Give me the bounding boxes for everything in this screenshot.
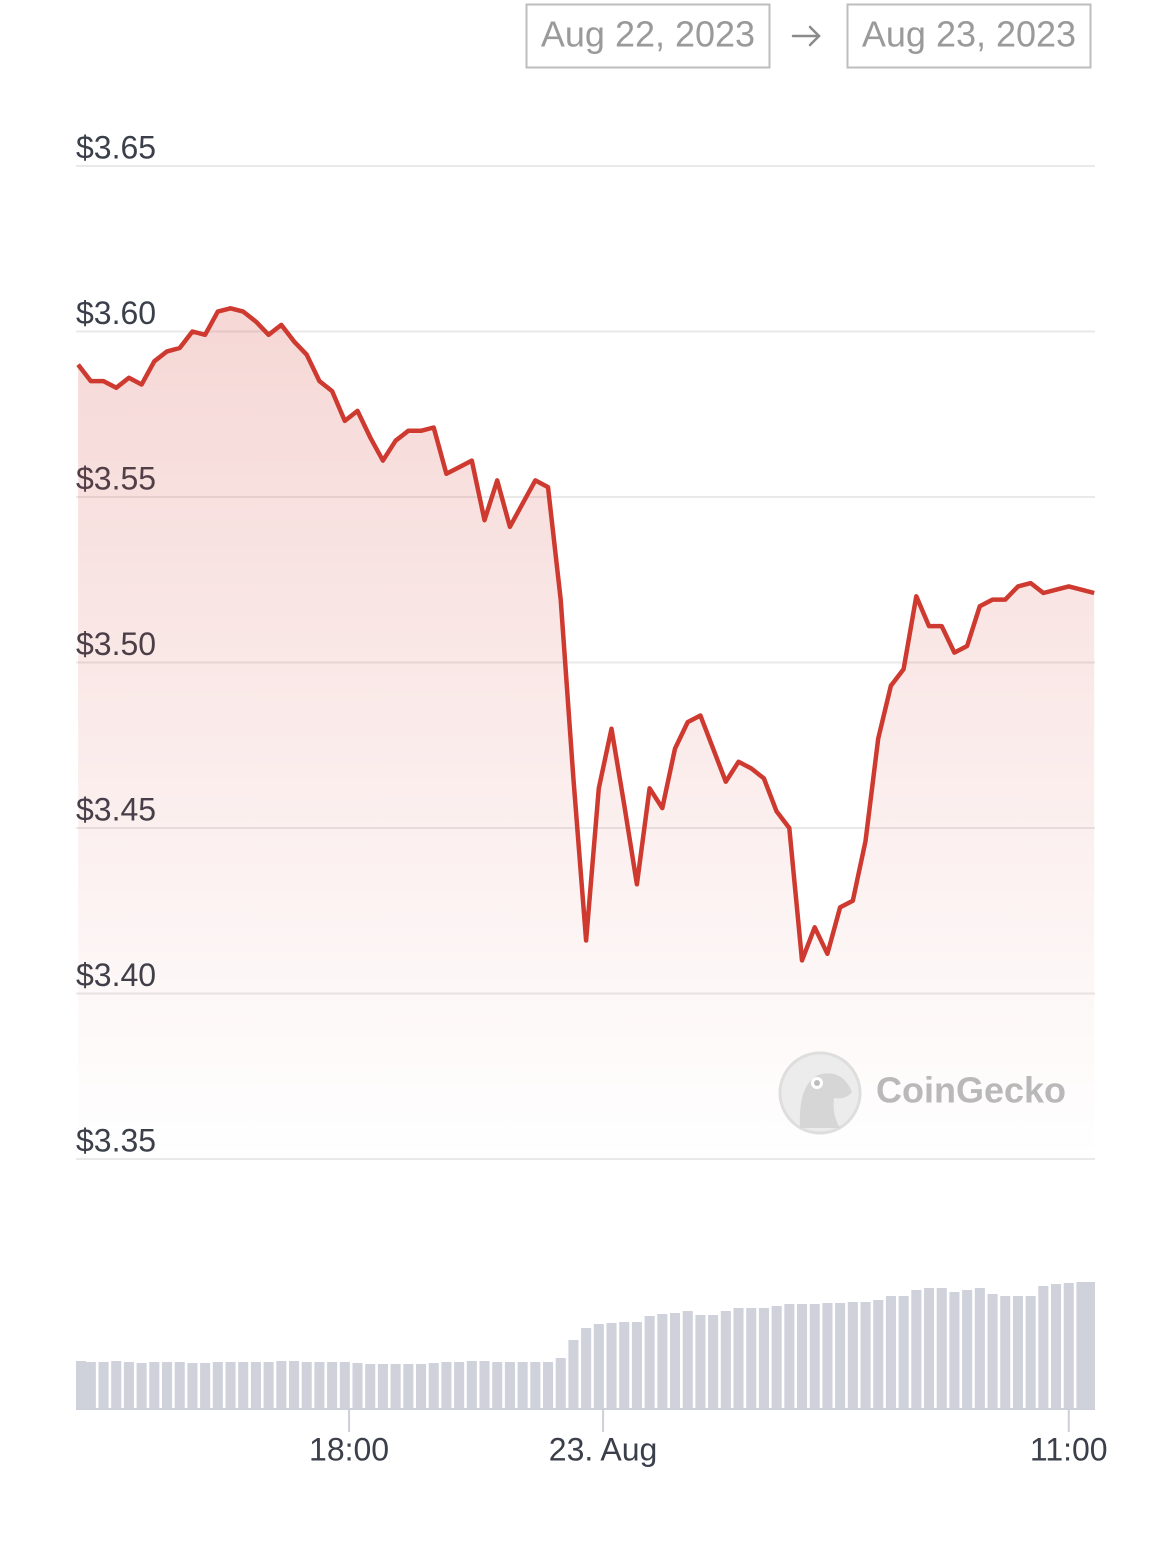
price-line: [76, 306, 1095, 963]
volume-bar: [187, 1363, 198, 1408]
volume-bar: [250, 1362, 261, 1408]
watermark: CoinGecko: [876, 1070, 1066, 1111]
volume-bar: [1038, 1286, 1049, 1408]
volume-bar: [847, 1302, 858, 1408]
volume-bar: [987, 1294, 998, 1408]
date-to-box[interactable]: [846, 3, 1092, 69]
date-from-box[interactable]: [525, 3, 771, 69]
volume-bar: [98, 1362, 109, 1408]
volume-bar: [657, 1314, 668, 1408]
volume-bar: [644, 1316, 655, 1408]
volume-bar: [339, 1362, 350, 1408]
volume-bar: [263, 1362, 274, 1408]
volume-bar: [1051, 1284, 1062, 1408]
y-tick-label: $3.60: [76, 295, 156, 331]
volume-bar: [606, 1323, 617, 1408]
volume-bar: [174, 1362, 185, 1408]
volume-bar: [1012, 1296, 1023, 1408]
volume-bar: [123, 1362, 134, 1408]
volume-bar: [682, 1311, 693, 1408]
date-from[interactable]: Aug 22, 2023: [541, 14, 755, 55]
volume-bar: [936, 1288, 947, 1408]
volume-bar: [161, 1362, 173, 1408]
volume-bar: [415, 1364, 427, 1408]
volume-bar: [911, 1290, 922, 1408]
volume-bar: [949, 1292, 960, 1408]
volume-bar: [301, 1362, 312, 1408]
volume-bar: [454, 1362, 465, 1408]
volume-bar: [1063, 1283, 1074, 1408]
volume-bar: [200, 1363, 211, 1408]
volume-bar: [1084, 1282, 1095, 1408]
x-tick-label: 11:00: [1030, 1431, 1108, 1467]
volume-bar: [746, 1308, 757, 1408]
volume-bar: [555, 1358, 566, 1408]
volume-bar: [352, 1363, 363, 1408]
volume-bar: [568, 1340, 579, 1408]
volume-bar: [466, 1361, 477, 1408]
volume-bar: [225, 1362, 236, 1408]
volume-bar: [670, 1313, 681, 1408]
volume-bar: [924, 1288, 935, 1408]
volume-bar: [238, 1362, 249, 1408]
volume-bar: [898, 1296, 909, 1408]
volume-bar: [428, 1363, 439, 1408]
volume-bar: [962, 1290, 973, 1408]
volume-bar: [873, 1300, 884, 1408]
volume-bar: [76, 1361, 87, 1408]
volume-bar: [390, 1364, 401, 1408]
volume-bar: [695, 1315, 706, 1408]
volume-bar: [403, 1364, 414, 1408]
volume-bar: [327, 1362, 338, 1408]
area-fill: [78, 308, 1095, 1159]
volume-bar: [733, 1308, 744, 1408]
y-tick-label: $3.65: [76, 129, 156, 165]
volume-bar: [797, 1304, 808, 1408]
volume-bar: [365, 1364, 376, 1408]
volume-bar: [593, 1324, 604, 1408]
volume-bar: [136, 1363, 147, 1408]
volume-bar: [441, 1362, 452, 1408]
volume-bar: [885, 1296, 896, 1408]
volume-bar: [619, 1322, 630, 1408]
volume-bar: [581, 1328, 592, 1408]
volume-bar: [835, 1303, 846, 1408]
volume-bar: [111, 1361, 122, 1408]
volume-bar: [720, 1311, 731, 1408]
volume-bar: [530, 1362, 541, 1408]
volume-bar: [517, 1362, 528, 1408]
volume-bar: [784, 1304, 795, 1408]
volume-bar: [276, 1361, 287, 1408]
volume-bar: [809, 1304, 820, 1408]
volume-bar: [1025, 1296, 1036, 1408]
volume-bar: [974, 1288, 985, 1408]
volume-bar: [492, 1362, 503, 1408]
volume-bar: [504, 1362, 515, 1408]
volume-bar: [85, 1362, 96, 1408]
volume-bar: [377, 1364, 388, 1408]
watermark-logo: [778, 1051, 862, 1135]
arrow-icon: [791, 25, 821, 47]
volume-bar: [479, 1361, 490, 1408]
volume-bar: [212, 1362, 223, 1408]
x-tick-label: 23. Aug: [549, 1431, 658, 1467]
volume-bar: [860, 1302, 871, 1408]
volume-bar: [758, 1308, 769, 1408]
volume-bar: [631, 1322, 642, 1408]
date-to[interactable]: Aug 23, 2023: [862, 14, 1076, 55]
volume-bar: [149, 1362, 160, 1408]
volume-bar: [288, 1361, 300, 1408]
volume-bar: [314, 1362, 325, 1408]
volume-bar: [1076, 1282, 1087, 1408]
volume-bar: [1000, 1296, 1011, 1408]
volume-bar: [822, 1303, 833, 1408]
volume-bar: [543, 1362, 554, 1408]
volume-bar: [708, 1315, 719, 1408]
volume-bar: [771, 1306, 782, 1408]
x-tick-label: 18:00: [309, 1431, 389, 1467]
